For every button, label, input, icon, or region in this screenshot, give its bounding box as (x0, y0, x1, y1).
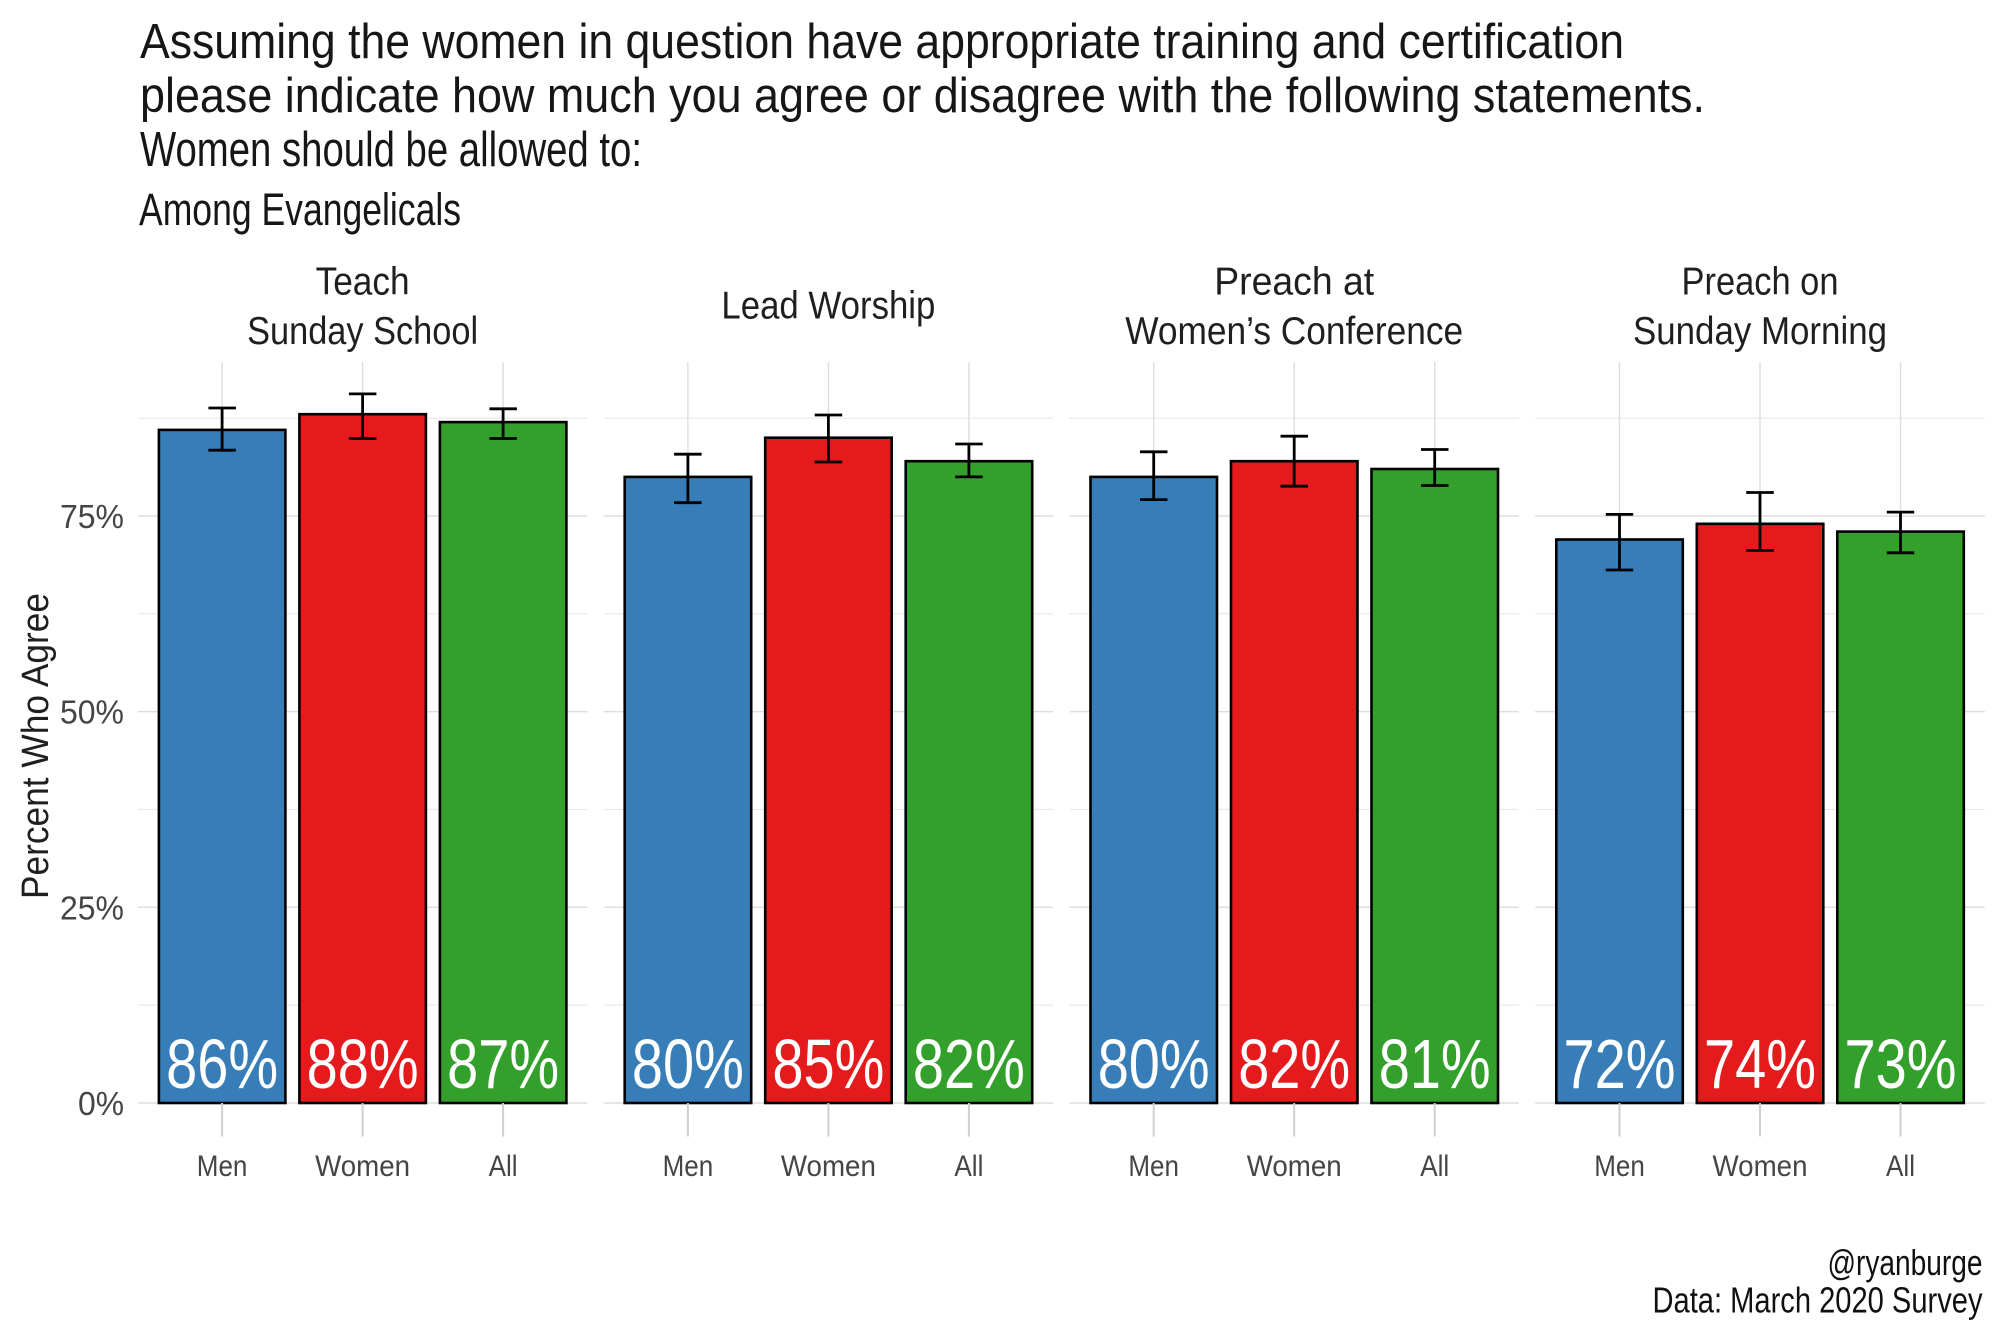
svg-text:@ryanburge: @ryanburge (1828, 1242, 1983, 1283)
svg-text:74%: 74% (1704, 1025, 1816, 1103)
svg-text:82%: 82% (913, 1025, 1025, 1103)
svg-text:Preach on: Preach on (1682, 261, 1839, 304)
svg-text:Women: Women (1247, 1150, 1342, 1183)
svg-text:50%: 50% (60, 694, 124, 731)
svg-text:All: All (489, 1150, 518, 1183)
svg-text:please indicate how much you a: please indicate how much you agree or di… (140, 69, 1705, 123)
svg-text:72%: 72% (1564, 1025, 1676, 1103)
svg-text:Men: Men (663, 1150, 714, 1183)
svg-text:All: All (1420, 1150, 1449, 1183)
svg-text:Among Evangelicals: Among Evangelicals (139, 184, 461, 235)
svg-text:Preach at: Preach at (1214, 261, 1374, 304)
svg-text:Women: Women (315, 1150, 410, 1183)
svg-text:Women should be allowed to:: Women should be allowed to: (140, 123, 642, 177)
svg-text:73%: 73% (1845, 1025, 1957, 1103)
svg-text:Percent Who Agree: Percent Who Agree (15, 593, 57, 899)
svg-text:Men: Men (197, 1150, 248, 1183)
svg-text:Teach: Teach (316, 261, 410, 304)
svg-text:25%: 25% (60, 889, 124, 926)
svg-text:Sunday Morning: Sunday Morning (1633, 310, 1887, 353)
svg-text:80%: 80% (632, 1025, 744, 1103)
svg-text:85%: 85% (772, 1025, 884, 1103)
svg-text:81%: 81% (1379, 1025, 1491, 1103)
svg-text:Women: Women (1713, 1150, 1808, 1183)
svg-text:Women’s Conference: Women’s Conference (1125, 310, 1463, 353)
svg-text:0%: 0% (78, 1085, 124, 1122)
svg-text:75%: 75% (60, 498, 124, 535)
svg-text:Lead Worship: Lead Worship (721, 285, 935, 328)
svg-text:Assuming the women in question: Assuming the women in question have appr… (140, 15, 1624, 69)
svg-text:All: All (1886, 1150, 1915, 1183)
svg-text:86%: 86% (166, 1025, 278, 1103)
svg-text:Men: Men (1128, 1150, 1179, 1183)
svg-text:Men: Men (1594, 1150, 1645, 1183)
svg-text:Data: March 2020 Survey: Data: March 2020 Survey (1653, 1280, 1983, 1321)
svg-text:80%: 80% (1098, 1025, 1210, 1103)
svg-text:88%: 88% (307, 1025, 419, 1103)
svg-text:All: All (954, 1150, 983, 1183)
svg-text:Women: Women (781, 1150, 876, 1183)
svg-text:82%: 82% (1238, 1025, 1350, 1103)
svg-text:87%: 87% (447, 1025, 559, 1103)
svg-text:Sunday School: Sunday School (247, 310, 478, 353)
